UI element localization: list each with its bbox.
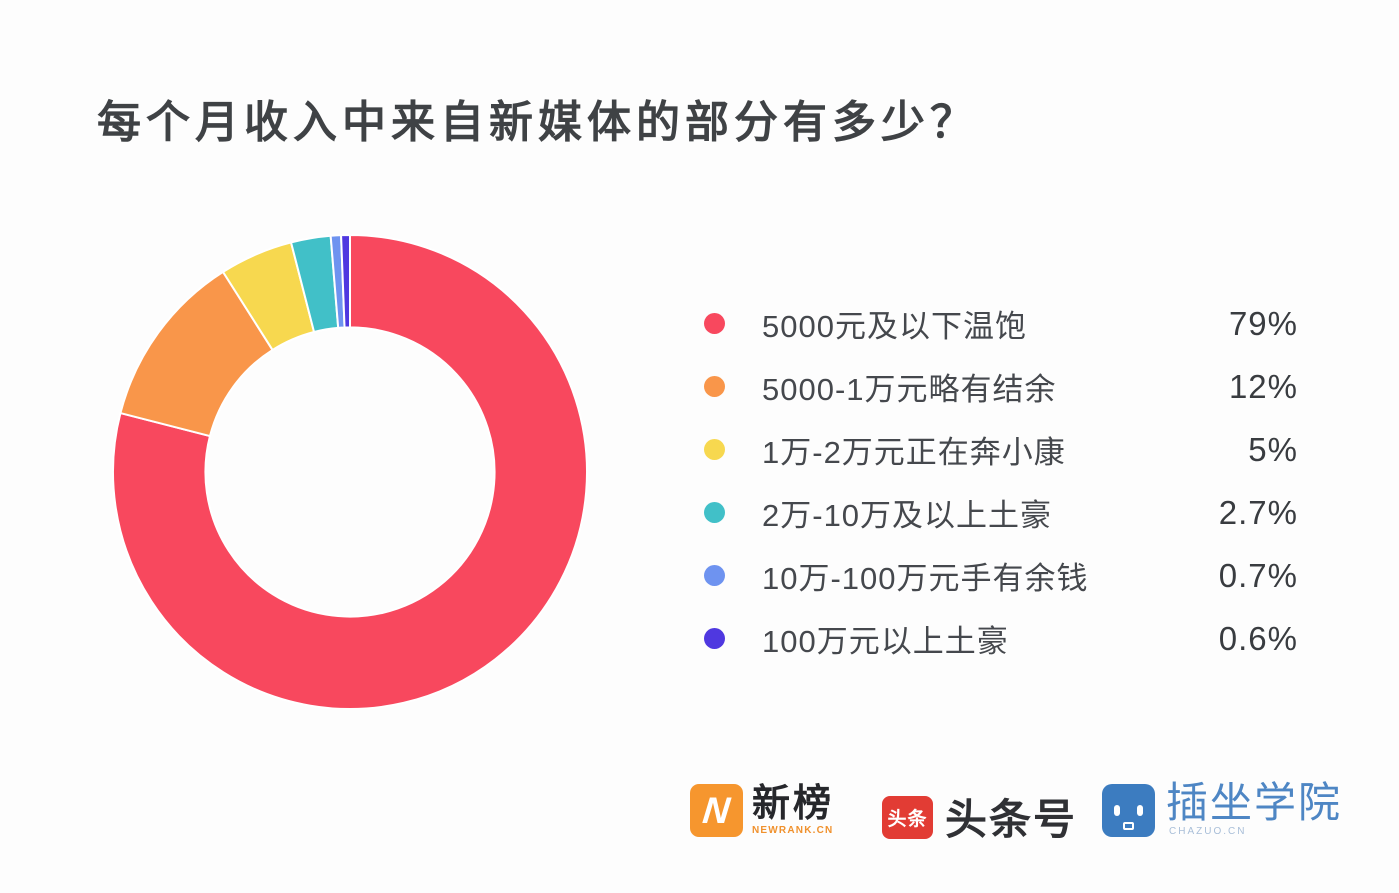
- legend-value-5: 0.6%: [1218, 619, 1298, 657]
- legend-value-3: 2.7%: [1218, 493, 1298, 531]
- logo-newrank: N 新榜 NEWRANK.CN: [690, 778, 834, 837]
- chazuo-name: 插坐学院: [1166, 779, 1343, 826]
- legend-label-1: 5000-1万元略有结余: [762, 372, 1057, 407]
- chazuo-face-icon: [1102, 784, 1155, 837]
- legend: 5000元及以下温饱 79% 5000-1万元略有结余 12% 1万-2万元正在奔小康 5…: [704, 292, 1298, 670]
- legend-row-4: 10万-100万元手有余钱 0.7%: [704, 544, 1298, 607]
- newrank-subtitle: NEWRANK.CN: [752, 825, 834, 836]
- legend-dot-3: [704, 502, 725, 523]
- logo-toutiao: 头条 头条号: [882, 778, 1077, 847]
- legend-label-5: 100万元以上土豪: [762, 624, 1009, 659]
- donut-slice-0: [112, 233, 588, 710]
- legend-dot-4: [704, 565, 725, 586]
- chazuo-eye-left: [1114, 805, 1120, 816]
- legend-dot-1: [704, 376, 725, 397]
- legend-row-0: 5000元及以下温饱 79%: [704, 292, 1298, 355]
- toutiao-name: 头条号: [945, 796, 1078, 843]
- legend-value-0: 79%: [1228, 304, 1298, 342]
- legend-dot-5: [704, 628, 725, 649]
- chazuo-text: 插坐学院 CHAZUO.CN: [1166, 779, 1343, 838]
- chart-title: 每个月收入中来自新媒体的部分有多少？: [97, 98, 979, 147]
- donut-svg: [112, 233, 588, 710]
- legend-row-2: 1万-2万元正在奔小康 5%: [704, 418, 1298, 481]
- legend-label-0: 5000元及以下温饱: [762, 309, 1027, 344]
- logo-chazuo: 插坐学院 CHAZUO.CN: [1102, 778, 1342, 837]
- toutiao-icon: 头条: [882, 796, 933, 839]
- legend-row-5: 100万元以上土豪 0.6%: [704, 607, 1298, 670]
- legend-label-3: 2万-10万及以上土豪: [762, 498, 1053, 533]
- legend-value-4: 0.7%: [1218, 556, 1298, 594]
- donut-slice-5: [340, 233, 351, 329]
- newrank-text: 新榜 NEWRANK.CN: [752, 785, 834, 836]
- legend-dot-2: [704, 439, 725, 460]
- chazuo-mouth: [1123, 822, 1134, 830]
- legend-label-4: 10万-100万元手有余钱: [762, 561, 1089, 596]
- newrank-icon: N: [690, 784, 743, 837]
- chazuo-eye-right: [1137, 805, 1143, 816]
- legend-row-1: 5000-1万元略有结余 12%: [704, 355, 1298, 418]
- legend-value-1: 12%: [1228, 367, 1298, 405]
- legend-row-3: 2万-10万及以上土豪 2.7%: [704, 481, 1298, 544]
- donut-chart: [110, 232, 590, 712]
- logo-bar: N 新榜 NEWRANK.CN 头条 头条号 插坐学院 CHAZUO.CN: [690, 778, 1350, 853]
- chazuo-subtitle: CHAZUO.CN: [1169, 826, 1247, 837]
- legend-value-2: 5%: [1248, 430, 1298, 468]
- newrank-name: 新榜: [752, 783, 835, 825]
- legend-label-2: 1万-2万元正在奔小康: [762, 435, 1066, 470]
- legend-dot-0: [704, 313, 725, 334]
- newrank-icon-letter: N: [700, 790, 733, 831]
